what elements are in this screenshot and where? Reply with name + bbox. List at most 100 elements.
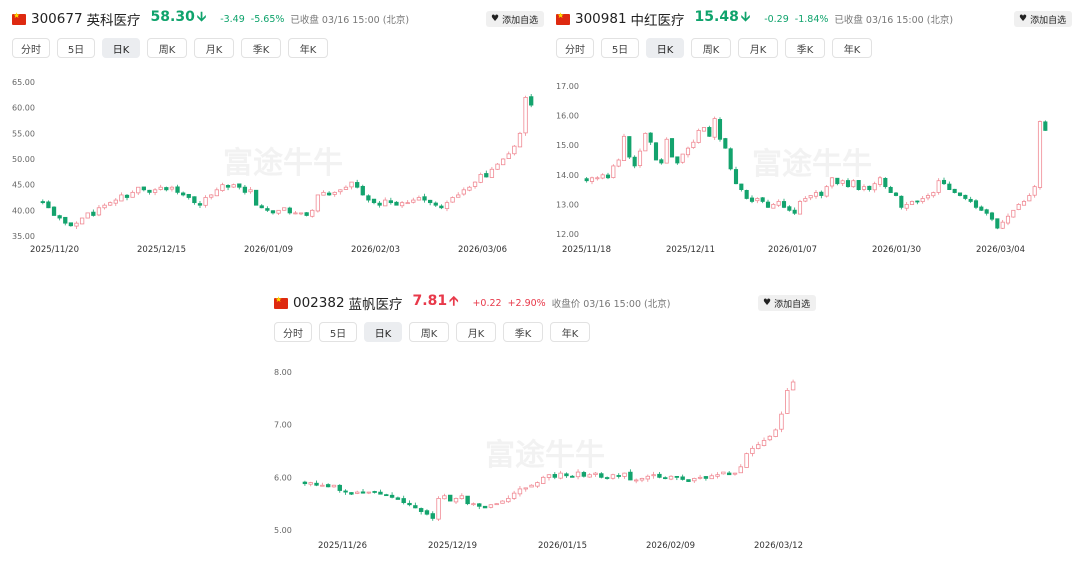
candle-body	[686, 479, 691, 482]
candle-body	[389, 494, 395, 498]
candle	[605, 172, 611, 180]
candle	[610, 473, 616, 480]
tab-year-k[interactable]: 年K	[832, 38, 872, 58]
candle	[808, 195, 813, 201]
candle-body	[599, 473, 604, 478]
candle	[872, 181, 877, 193]
candle	[732, 472, 738, 476]
candle-body	[973, 200, 979, 208]
candle-body	[321, 191, 326, 196]
candle-body	[360, 185, 365, 196]
tab-quarter-k[interactable]: 季K	[785, 38, 825, 58]
candle	[915, 200, 920, 205]
tab-5day[interactable]: 5日	[601, 38, 639, 58]
candle	[444, 200, 450, 212]
add-to-watchlist-button[interactable]: ♥ 添加自选	[1014, 11, 1073, 27]
candle-body	[506, 497, 511, 503]
candle-body	[315, 194, 321, 212]
add-to-watchlist-button[interactable]: ♥ 添加自选	[486, 11, 545, 27]
candle-body	[936, 180, 941, 193]
add-to-watchlist-button[interactable]: ♥ 添加自选	[758, 295, 817, 311]
candle	[546, 474, 552, 481]
candle-body	[984, 209, 989, 214]
tab-day-k[interactable]: 日K	[364, 322, 402, 342]
candle	[785, 387, 790, 414]
stock-name: 蓝帆医疗	[348, 297, 403, 313]
y-tick-label: 6.00	[274, 473, 292, 482]
y-tick-label: 12.00	[556, 230, 579, 239]
candle-body	[399, 202, 405, 207]
candle	[813, 189, 819, 199]
tab-week-k[interactable]: 周K	[691, 38, 731, 58]
candle-body	[587, 474, 592, 478]
candle	[436, 496, 441, 521]
stock-panel-300981: 300981 中红医疗 15.48🡫 -0.29 -1.84% 已收盘 03/1…	[556, 8, 1073, 270]
candle-body	[697, 476, 703, 479]
candle-body	[813, 192, 819, 197]
candle	[829, 177, 835, 189]
candle-body	[439, 205, 444, 209]
candle	[308, 481, 313, 487]
candle-body	[622, 472, 627, 477]
candle-body	[657, 473, 662, 478]
heart-icon: ♥	[491, 14, 500, 24]
tab-week-k[interactable]: 周K	[147, 38, 187, 58]
y-tick-label: 60.00	[12, 104, 35, 113]
market-status: 已收盘 03/16 15:00 (北京)	[834, 15, 954, 26]
candle-body	[696, 130, 701, 143]
candle	[984, 208, 989, 216]
candle	[511, 490, 517, 500]
candle	[46, 200, 51, 209]
candle-body	[214, 189, 219, 197]
tab-intraday[interactable]: 分时	[556, 38, 594, 58]
tab-month-k[interactable]: 月K	[456, 322, 496, 342]
tab-quarter-k[interactable]: 季K	[241, 38, 281, 58]
tab-5day[interactable]: 5日	[319, 322, 357, 342]
candle-body	[767, 435, 773, 441]
candle-body	[517, 488, 523, 495]
candle-body	[360, 491, 366, 494]
tab-quarter-k[interactable]: 季K	[503, 322, 543, 342]
candle	[331, 484, 337, 488]
candle-body	[584, 178, 589, 182]
candle	[599, 472, 604, 479]
candle	[209, 194, 214, 200]
candle-body	[781, 201, 787, 208]
candle	[787, 205, 792, 212]
tab-year-k[interactable]: 年K	[550, 322, 590, 342]
tab-month-k[interactable]: 月K	[194, 38, 234, 58]
candle-body	[883, 177, 888, 188]
candle	[643, 132, 648, 152]
candle-body	[632, 156, 637, 167]
candle	[1037, 120, 1043, 190]
candle	[584, 176, 589, 183]
candle	[575, 469, 581, 480]
tab-month-k[interactable]: 月K	[738, 38, 778, 58]
candle	[639, 477, 645, 483]
candle	[589, 176, 595, 185]
candle	[835, 177, 840, 186]
tab-5day[interactable]: 5日	[57, 38, 95, 58]
tab-intraday[interactable]: 分时	[12, 38, 50, 58]
candle-body	[925, 195, 931, 199]
stock-name: 中红医疗	[630, 13, 685, 29]
tab-year-k[interactable]: 年K	[288, 38, 328, 58]
candle-body	[1037, 121, 1043, 188]
tab-day-k[interactable]: 日K	[102, 38, 140, 58]
candle-body	[600, 174, 605, 179]
candle	[237, 183, 242, 190]
candle-body	[1021, 201, 1027, 206]
candle	[657, 472, 662, 479]
candle	[287, 206, 292, 215]
china-flag-icon	[12, 11, 26, 25]
candle	[276, 209, 281, 216]
candle-body	[628, 471, 633, 481]
tab-intraday[interactable]: 分时	[274, 322, 312, 342]
candle	[995, 218, 1000, 230]
candle	[411, 197, 416, 204]
candle-body	[293, 212, 298, 215]
candle	[349, 181, 354, 190]
tab-day-k[interactable]: 日K	[646, 38, 684, 58]
stock-price: 7.81 🡩	[412, 293, 459, 309]
tab-week-k[interactable]: 周K	[409, 322, 449, 342]
